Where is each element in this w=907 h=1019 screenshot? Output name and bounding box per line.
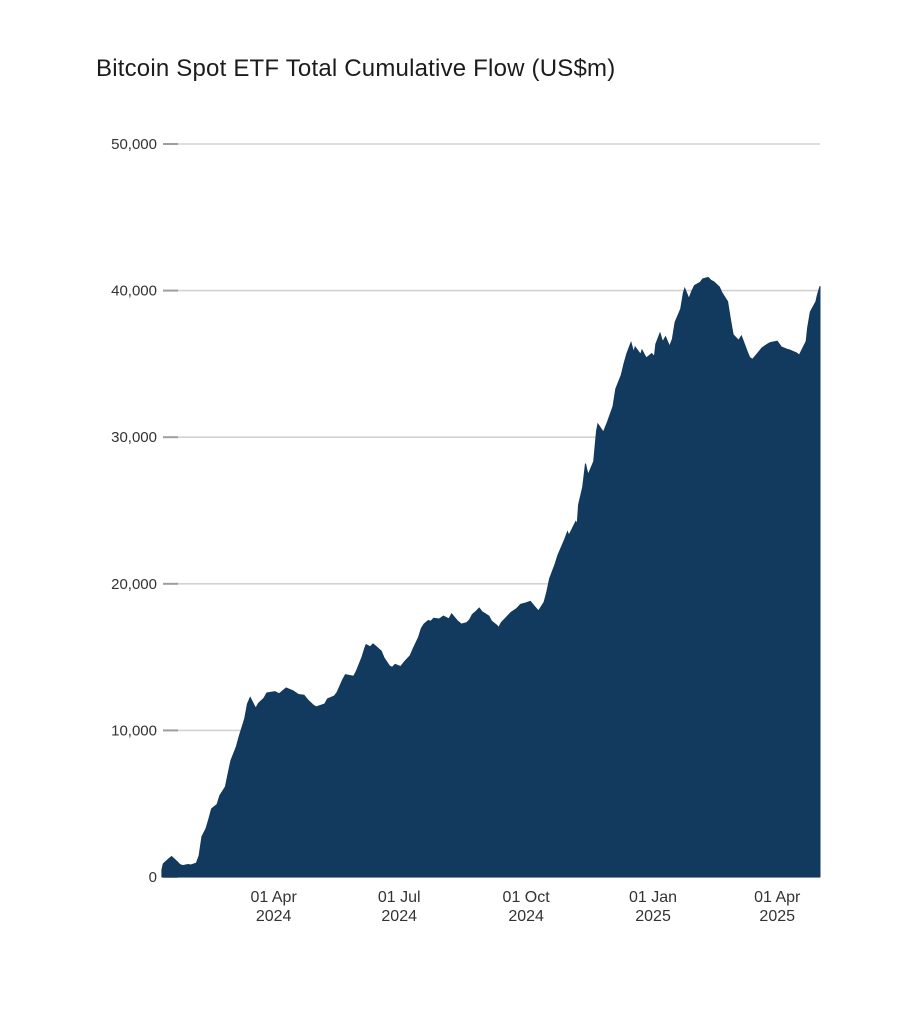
x-tick-label-date: 01 Jan <box>629 889 677 906</box>
x-tick-label-year: 2024 <box>508 908 544 925</box>
x-tick-label-date: 01 Apr <box>754 889 801 906</box>
y-tick-label: 20,000 <box>111 576 157 593</box>
x-tick-label-date: 01 Apr <box>251 889 298 906</box>
y-tick-label: 30,000 <box>111 429 157 446</box>
x-tick-label-year: 2025 <box>635 908 671 925</box>
chart-title: Bitcoin Spot ETF Total Cumulative Flow (… <box>96 55 616 82</box>
y-axis-labels: 0 10,000 20,000 30,000 40,000 50,000 <box>111 136 157 886</box>
cumulative-flow-area <box>161 276 821 878</box>
y-tick-label: 50,000 <box>111 136 157 153</box>
x-tick-label-year: 2024 <box>381 908 417 925</box>
x-tick-label-year: 2025 <box>759 908 795 925</box>
y-tick-label: 40,000 <box>111 283 157 300</box>
y-tick-label: 10,000 <box>111 722 157 739</box>
x-tick-label-date: 01 Jul <box>378 889 421 906</box>
y-tick-label: 0 <box>149 869 157 886</box>
area-series-layer <box>161 276 821 878</box>
x-tick-label-year: 2024 <box>256 908 292 925</box>
x-axis-labels: 01 Apr 2024 01 Jul 2024 01 Oct 2024 01 Jan 2025… <box>251 889 802 925</box>
x-tick-label-date: 01 Oct <box>503 889 551 906</box>
